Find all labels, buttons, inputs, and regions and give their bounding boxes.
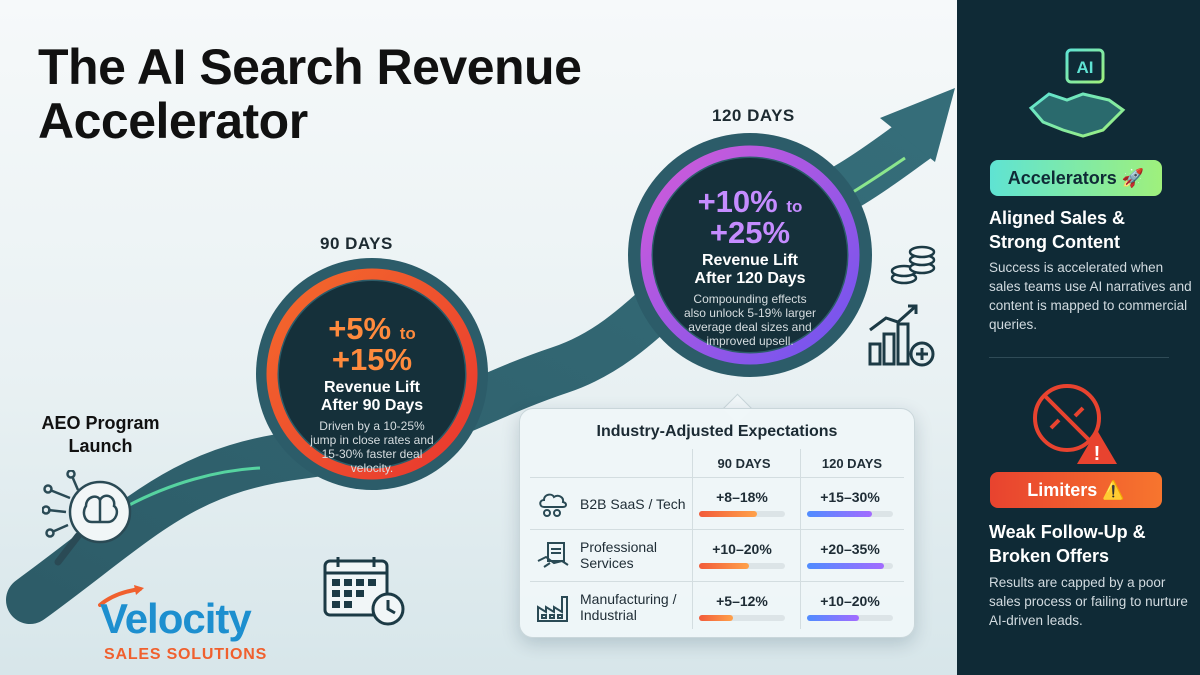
- day90-summary: +5% to +15% Revenue Lift After 90 Days D…: [292, 313, 452, 475]
- accelerators-heading-line-2: Strong Content: [989, 232, 1120, 252]
- day120-label: 120 DAYS: [712, 106, 795, 125]
- day120-range-to: +25%: [709, 215, 791, 250]
- factory-icon: [537, 596, 568, 622]
- handshake-document-icon: [537, 542, 569, 568]
- row-divider: [530, 529, 904, 530]
- launch-label: AEO Program Launch: [38, 412, 163, 458]
- accelerators-body: Success is accelerated when sales teams …: [989, 260, 1192, 332]
- day90-lift-line-2: After 90 Days: [320, 397, 424, 414]
- row-divider: [530, 581, 904, 582]
- row-label-saas: B2B SaaS / Tech: [580, 496, 686, 512]
- day120-note-line-3: average deal sizes and: [688, 320, 812, 334]
- day120-note-line-4: improved upsell.: [706, 334, 794, 348]
- limiters-heading-line-2: Broken Offers: [989, 546, 1110, 566]
- growth-chart-icon: [868, 304, 935, 367]
- accelerators-badge: Accelerators 🚀: [990, 160, 1162, 196]
- day90-range-from: +5%: [328, 311, 392, 346]
- progress-90: [699, 615, 785, 621]
- col-head-120: 120 DAYS: [821, 456, 883, 471]
- ai-handshake-icon: AI: [1028, 42, 1126, 138]
- coins-icon: [890, 245, 936, 285]
- progress-120: [807, 615, 893, 621]
- day90-circle-ring: [266, 268, 478, 480]
- day90-circle-inner: [279, 281, 465, 467]
- row-label-professional: Professional Services: [580, 539, 710, 571]
- col-divider: [800, 449, 801, 629]
- day120-note-line-1: Compounding effects: [693, 292, 807, 306]
- launch-line-2: Launch: [68, 436, 133, 456]
- progress-120: [807, 563, 893, 569]
- day90-note-line-3: 15-30% faster deal: [321, 447, 423, 461]
- table-row: Professional Services +10–20% +20–35%: [530, 531, 904, 581]
- day120-range: +10% to: [670, 186, 830, 217]
- progress-90: [699, 563, 785, 569]
- row-label-line-2: Industrial: [580, 607, 637, 623]
- limiters-badge: Limiters ⚠️: [990, 472, 1162, 508]
- row-label-line-2: Services: [580, 555, 634, 571]
- ai-chip-label: AI: [1077, 58, 1094, 77]
- title-line-2: Accelerator: [38, 93, 308, 149]
- arrow-head: [880, 88, 955, 162]
- day120-note-line-2: also unlock 5-19% larger: [683, 306, 817, 320]
- accelerators-heading-line-1: Aligned Sales &: [989, 208, 1126, 228]
- table-row: Manufacturing / Industrial +5–12% +10–20…: [530, 583, 904, 633]
- day90-note: Driven by a 10-25% jump in close rates a…: [292, 419, 452, 475]
- row-label-line-1: Manufacturing /: [580, 591, 677, 607]
- calendar-clock-icon: [323, 557, 405, 626]
- accelerators-heading: Aligned Sales & Strong Content: [989, 206, 1189, 254]
- day90-note-line-1: Driven by a 10-25%: [319, 419, 425, 433]
- path-accent-line-1: [119, 466, 261, 512]
- day120-lift-line-2: After 120 Days: [694, 270, 806, 287]
- value-90: +10–20%: [712, 541, 772, 557]
- day90-note-line-4: velocity.: [350, 461, 394, 475]
- logo-tagline: SALES SOLUTIONS: [104, 646, 268, 663]
- day120-summary: +10% to +25% Revenue Lift After 120 Days…: [670, 186, 830, 348]
- industry-title: Industry-Adjusted Expectations: [596, 423, 838, 440]
- day90-range: +5% to: [292, 313, 452, 344]
- limiters-body: Results are capped by a poor sales proce…: [989, 575, 1188, 628]
- day90-range-to: +15%: [331, 342, 413, 377]
- value-120: +15–30%: [820, 489, 880, 505]
- day90-note-line-2: jump in close rates and: [310, 433, 434, 447]
- limiters-heading: Weak Follow-Up & Broken Offers: [989, 520, 1189, 568]
- cloud-gears-icon: [539, 493, 567, 517]
- day120-range-to-word: to: [786, 197, 803, 216]
- industry-panel: Industry-Adjusted Expectations 90 DAYS 1…: [519, 408, 915, 638]
- day120-note: Compounding effects also unlock 5-19% la…: [670, 292, 830, 348]
- sidebar: AI Accelerators 🚀 Aligned Sales & Strong…: [957, 0, 1200, 675]
- brain-search-icon: [42, 470, 132, 566]
- day120-range-from: +10%: [697, 184, 778, 219]
- row-label-manufacturing: Manufacturing / Industrial: [580, 591, 710, 623]
- table-row: B2B SaaS / Tech +8–18% +15–30%: [530, 479, 904, 529]
- col-divider: [692, 449, 693, 629]
- value-120: +20–35%: [820, 541, 880, 557]
- progress-90: [699, 511, 785, 517]
- col-head-90: 90 DAYS: [717, 456, 771, 471]
- value-120: +10–20%: [820, 593, 880, 609]
- progress-120: [807, 511, 893, 517]
- title-line-1: The AI Search Revenue: [38, 39, 582, 95]
- page-title: The AI Search Revenue Accelerator: [38, 40, 638, 148]
- value-90: +5–12%: [716, 593, 768, 609]
- logo-name: Velocity: [100, 595, 252, 642]
- limiters-heading-line-1: Weak Follow-Up &: [989, 522, 1146, 542]
- day120-circle-ring: [640, 145, 860, 365]
- launch-line-1: AEO Program: [41, 413, 160, 433]
- day90-range-to-word: to: [399, 324, 416, 343]
- value-90: +8–18%: [716, 489, 768, 505]
- row-label-line-1: Professional: [580, 539, 658, 555]
- day120-lift-line-1: Revenue Lift: [701, 252, 798, 269]
- day120-circle-inner: [653, 158, 847, 352]
- logo-swoosh-icon: [98, 585, 144, 607]
- row-divider: [530, 477, 904, 478]
- sidebar-divider: [989, 357, 1169, 358]
- day90-label: 90 DAYS: [320, 234, 393, 253]
- broken-link-warning-icon: !: [1033, 384, 1117, 465]
- day90-lift-line-1: Revenue Lift: [323, 379, 420, 396]
- svg-text:!: !: [1094, 443, 1101, 465]
